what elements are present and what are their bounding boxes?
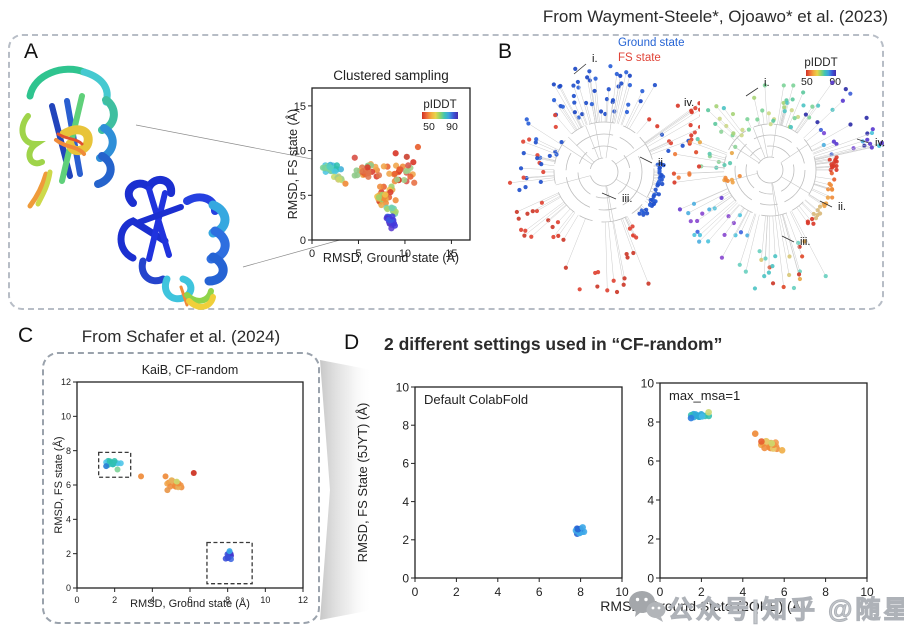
- svg-text:max_msa=1: max_msa=1: [669, 388, 740, 403]
- default-colabfold-scatter-plot: 00 2 2 4 4 6 6 8 8 10 10 RMSD, FS State (5JYT) (Å) D…: [355, 380, 629, 599]
- svg-text:2: 2: [698, 585, 705, 599]
- svg-text:15: 15: [445, 248, 457, 260]
- svg-text:0: 0: [309, 248, 315, 260]
- panel-d-label: D: [344, 331, 360, 354]
- svg-text:ii.: ii.: [838, 201, 846, 213]
- svg-text:2: 2: [66, 549, 71, 559]
- svg-text:0: 0: [300, 235, 306, 247]
- svg-text:0: 0: [74, 595, 79, 605]
- citation-top: From Wayment-Steele*, Ojoawo* et al. (20…: [542, 7, 888, 26]
- svg-text:10: 10: [260, 595, 270, 605]
- svg-text:12: 12: [61, 377, 71, 387]
- svg-text:8: 8: [822, 585, 829, 599]
- svg-text:2: 2: [112, 595, 117, 605]
- svg-text:5: 5: [300, 190, 306, 202]
- svg-text:2: 2: [647, 532, 654, 546]
- svg-text:0: 0: [412, 585, 419, 599]
- protein-structure-top: [19, 65, 118, 209]
- svg-text:8: 8: [66, 446, 71, 456]
- svg-text:8: 8: [647, 415, 654, 429]
- svg-text:0: 0: [66, 583, 71, 593]
- svg-text:6: 6: [402, 457, 409, 471]
- svg-text:Clustered sampling: Clustered sampling: [333, 68, 449, 83]
- svg-text:4: 4: [402, 495, 409, 509]
- svg-text:10: 10: [641, 376, 655, 390]
- piddt-colorbar-title: pIDDT: [804, 57, 838, 69]
- svg-text:15: 15: [294, 101, 306, 113]
- svg-text:RMSD, FS State (5JYT) (Å): RMSD, FS State (5JYT) (Å): [355, 403, 370, 563]
- svg-text:4: 4: [494, 585, 501, 599]
- svg-text:RMSD, Ground state (Å): RMSD, Ground state (Å): [130, 597, 250, 610]
- svg-text:12: 12: [298, 595, 308, 605]
- dendrogram-piddt-colored: i. iv. ii. iii.: [671, 77, 885, 291]
- watermark-text: 公众号|知乎 @随星: [667, 596, 904, 625]
- legend-ground-state: Ground state: [618, 37, 685, 49]
- panel-c-label: C: [18, 324, 34, 347]
- svg-text:6: 6: [536, 585, 543, 599]
- svg-text:6: 6: [66, 480, 71, 490]
- svg-text:6: 6: [187, 595, 192, 605]
- svg-text:iv.: iv.: [684, 97, 694, 109]
- piddt-colorbar: pIDDT 50 90: [800, 57, 842, 88]
- svg-text:10: 10: [399, 248, 411, 260]
- panel-c-dashed-box: [42, 352, 320, 624]
- piddt-colorbar-max: 90: [829, 76, 841, 88]
- svg-text:RMSD, FS state (Å): RMSD, FS state (Å): [285, 109, 300, 219]
- panel-ab-dashed-box: [8, 34, 884, 310]
- legend-fs-state: FS state: [618, 52, 661, 64]
- svg-text:10: 10: [294, 146, 306, 158]
- svg-text:8: 8: [225, 595, 230, 605]
- svg-text:iii.: iii.: [622, 193, 632, 205]
- svg-text:ii.: ii.: [658, 157, 666, 169]
- dendrogram-state-colored: i. ii. iii. iv.: [507, 53, 700, 295]
- svg-text:10: 10: [396, 380, 410, 394]
- wechat-icon: [629, 591, 666, 622]
- svg-text:4: 4: [66, 515, 71, 525]
- svg-text:10: 10: [860, 585, 874, 599]
- svg-text:2: 2: [402, 533, 409, 547]
- max-msa-scatter-plot: 00 2 2 4 4 6 6 8 8 10 10 max_msa=1: [641, 376, 874, 599]
- zoom-wedge: [320, 360, 372, 620]
- svg-text:10: 10: [615, 585, 629, 599]
- svg-text:6: 6: [781, 585, 788, 599]
- piddt-colorbar-min: 50: [801, 76, 813, 88]
- svg-text:90: 90: [446, 121, 458, 133]
- svg-text:50: 50: [423, 121, 435, 133]
- svg-text:0: 0: [647, 571, 654, 585]
- panel-c-header: From Schafer et al. (2024): [81, 327, 281, 346]
- svg-text:10: 10: [61, 412, 71, 422]
- svg-text:8: 8: [577, 585, 584, 599]
- piddt-colorbar-gradient: [806, 70, 836, 76]
- svg-text:6: 6: [647, 454, 654, 468]
- panel-a-label: A: [24, 40, 39, 63]
- svg-text:4: 4: [150, 595, 155, 605]
- svg-text:iii.: iii.: [800, 236, 810, 248]
- svg-text:KaiB, CF-random: KaiB, CF-random: [142, 363, 239, 377]
- svg-text:pIDDT: pIDDT: [423, 99, 456, 111]
- svg-text:i.: i.: [592, 53, 598, 65]
- protein-structure-bottom: [117, 175, 230, 310]
- svg-text:i.: i.: [764, 77, 770, 89]
- svg-text:RMSD, Ground state (Å): RMSD, Ground state (Å): [323, 250, 459, 265]
- svg-text:iv.: iv.: [875, 137, 885, 149]
- state-legend: Ground state FS state: [618, 36, 684, 66]
- svg-text:4: 4: [739, 585, 746, 599]
- svg-text:0: 0: [402, 571, 409, 585]
- svg-text:5: 5: [355, 248, 361, 260]
- kaib-cf-random-scatter-plot: 00 2 2 4 4 6 6 8 8 10 10 12 12 KaiB, CF-random RMSD, G…: [52, 363, 308, 610]
- svg-text:Default ColabFold: Default ColabFold: [424, 392, 528, 407]
- panel-b-label: B: [498, 40, 513, 63]
- panel-d-header: 2 different settings used in “CF-random”: [384, 334, 723, 354]
- svg-text:0: 0: [657, 585, 664, 599]
- svg-text:8: 8: [402, 419, 409, 433]
- clustered-sampling-scatter-plot: 00 5 5 10 10 15 15 Clustered sampling RMSD, Grou…: [285, 68, 471, 265]
- svg-text:RMSD, FS state (Å): RMSD, FS state (Å): [52, 436, 65, 533]
- svg-text:4: 4: [647, 493, 654, 507]
- svg-text:2: 2: [453, 585, 460, 599]
